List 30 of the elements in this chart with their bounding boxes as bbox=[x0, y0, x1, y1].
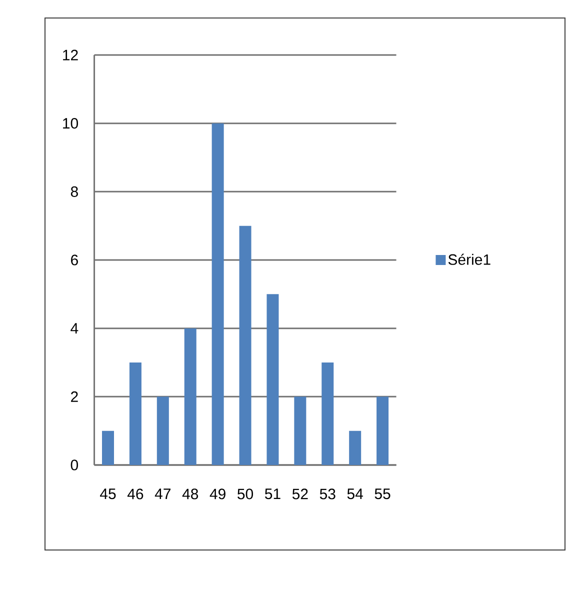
x-tick-label: 53 bbox=[320, 488, 336, 500]
y-tick-label: 2 bbox=[71, 391, 78, 402]
bar bbox=[294, 396, 306, 465]
x-tick-label: 50 bbox=[238, 488, 254, 500]
x-tick-label: 45 bbox=[100, 488, 116, 500]
x-tick-label: 52 bbox=[292, 488, 308, 500]
bar bbox=[129, 362, 142, 465]
x-tick-label: 51 bbox=[264, 488, 280, 500]
x-tick-label: 54 bbox=[347, 488, 363, 500]
legend-label: Série1 bbox=[448, 254, 490, 265]
bar bbox=[349, 430, 362, 465]
y-tick-label: 8 bbox=[70, 186, 78, 197]
bar bbox=[212, 123, 224, 465]
bar bbox=[266, 294, 279, 465]
y-tick-label: 10 bbox=[63, 118, 78, 129]
bar bbox=[184, 328, 196, 465]
bar bbox=[156, 396, 169, 465]
bar bbox=[102, 430, 114, 465]
bar bbox=[376, 396, 389, 465]
x-tick-label: 46 bbox=[127, 488, 144, 500]
x-tick-label: 55 bbox=[374, 488, 390, 500]
bar bbox=[239, 226, 252, 465]
bar bbox=[322, 362, 334, 465]
y-tick-label: 4 bbox=[70, 323, 78, 334]
y-tick-label: 0 bbox=[70, 460, 78, 470]
x-tick-label: 47 bbox=[154, 488, 170, 499]
y-tick-label: 12 bbox=[63, 50, 78, 60]
x-tick-label: 48 bbox=[182, 488, 198, 500]
y-tick-label: 6 bbox=[71, 254, 78, 266]
x-tick-label: 49 bbox=[210, 488, 226, 500]
